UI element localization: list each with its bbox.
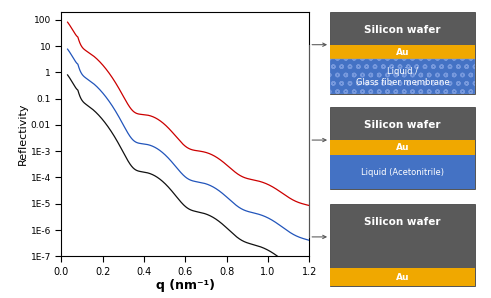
Text: Au: Au [396, 143, 409, 152]
Text: Silicon wafer: Silicon wafer [364, 25, 440, 35]
X-axis label: q (nm⁻¹): q (nm⁻¹) [156, 280, 215, 292]
Bar [330, 268, 475, 286]
Text: Au: Au [396, 273, 409, 282]
Text: Liquid /
Glass fiber membrane: Liquid / Glass fiber membrane [355, 67, 449, 87]
Text: Liquid (Acetonitrile): Liquid (Acetonitrile) [361, 167, 444, 176]
Bar [330, 140, 475, 155]
Bar [330, 59, 475, 94]
Y-axis label: Reflectivity: Reflectivity [18, 103, 28, 165]
Bar [330, 155, 475, 189]
Text: Silicon wafer: Silicon wafer [364, 217, 440, 227]
Bar [330, 45, 475, 59]
Text: Silicon wafer: Silicon wafer [364, 120, 440, 130]
Text: Au: Au [396, 48, 409, 57]
